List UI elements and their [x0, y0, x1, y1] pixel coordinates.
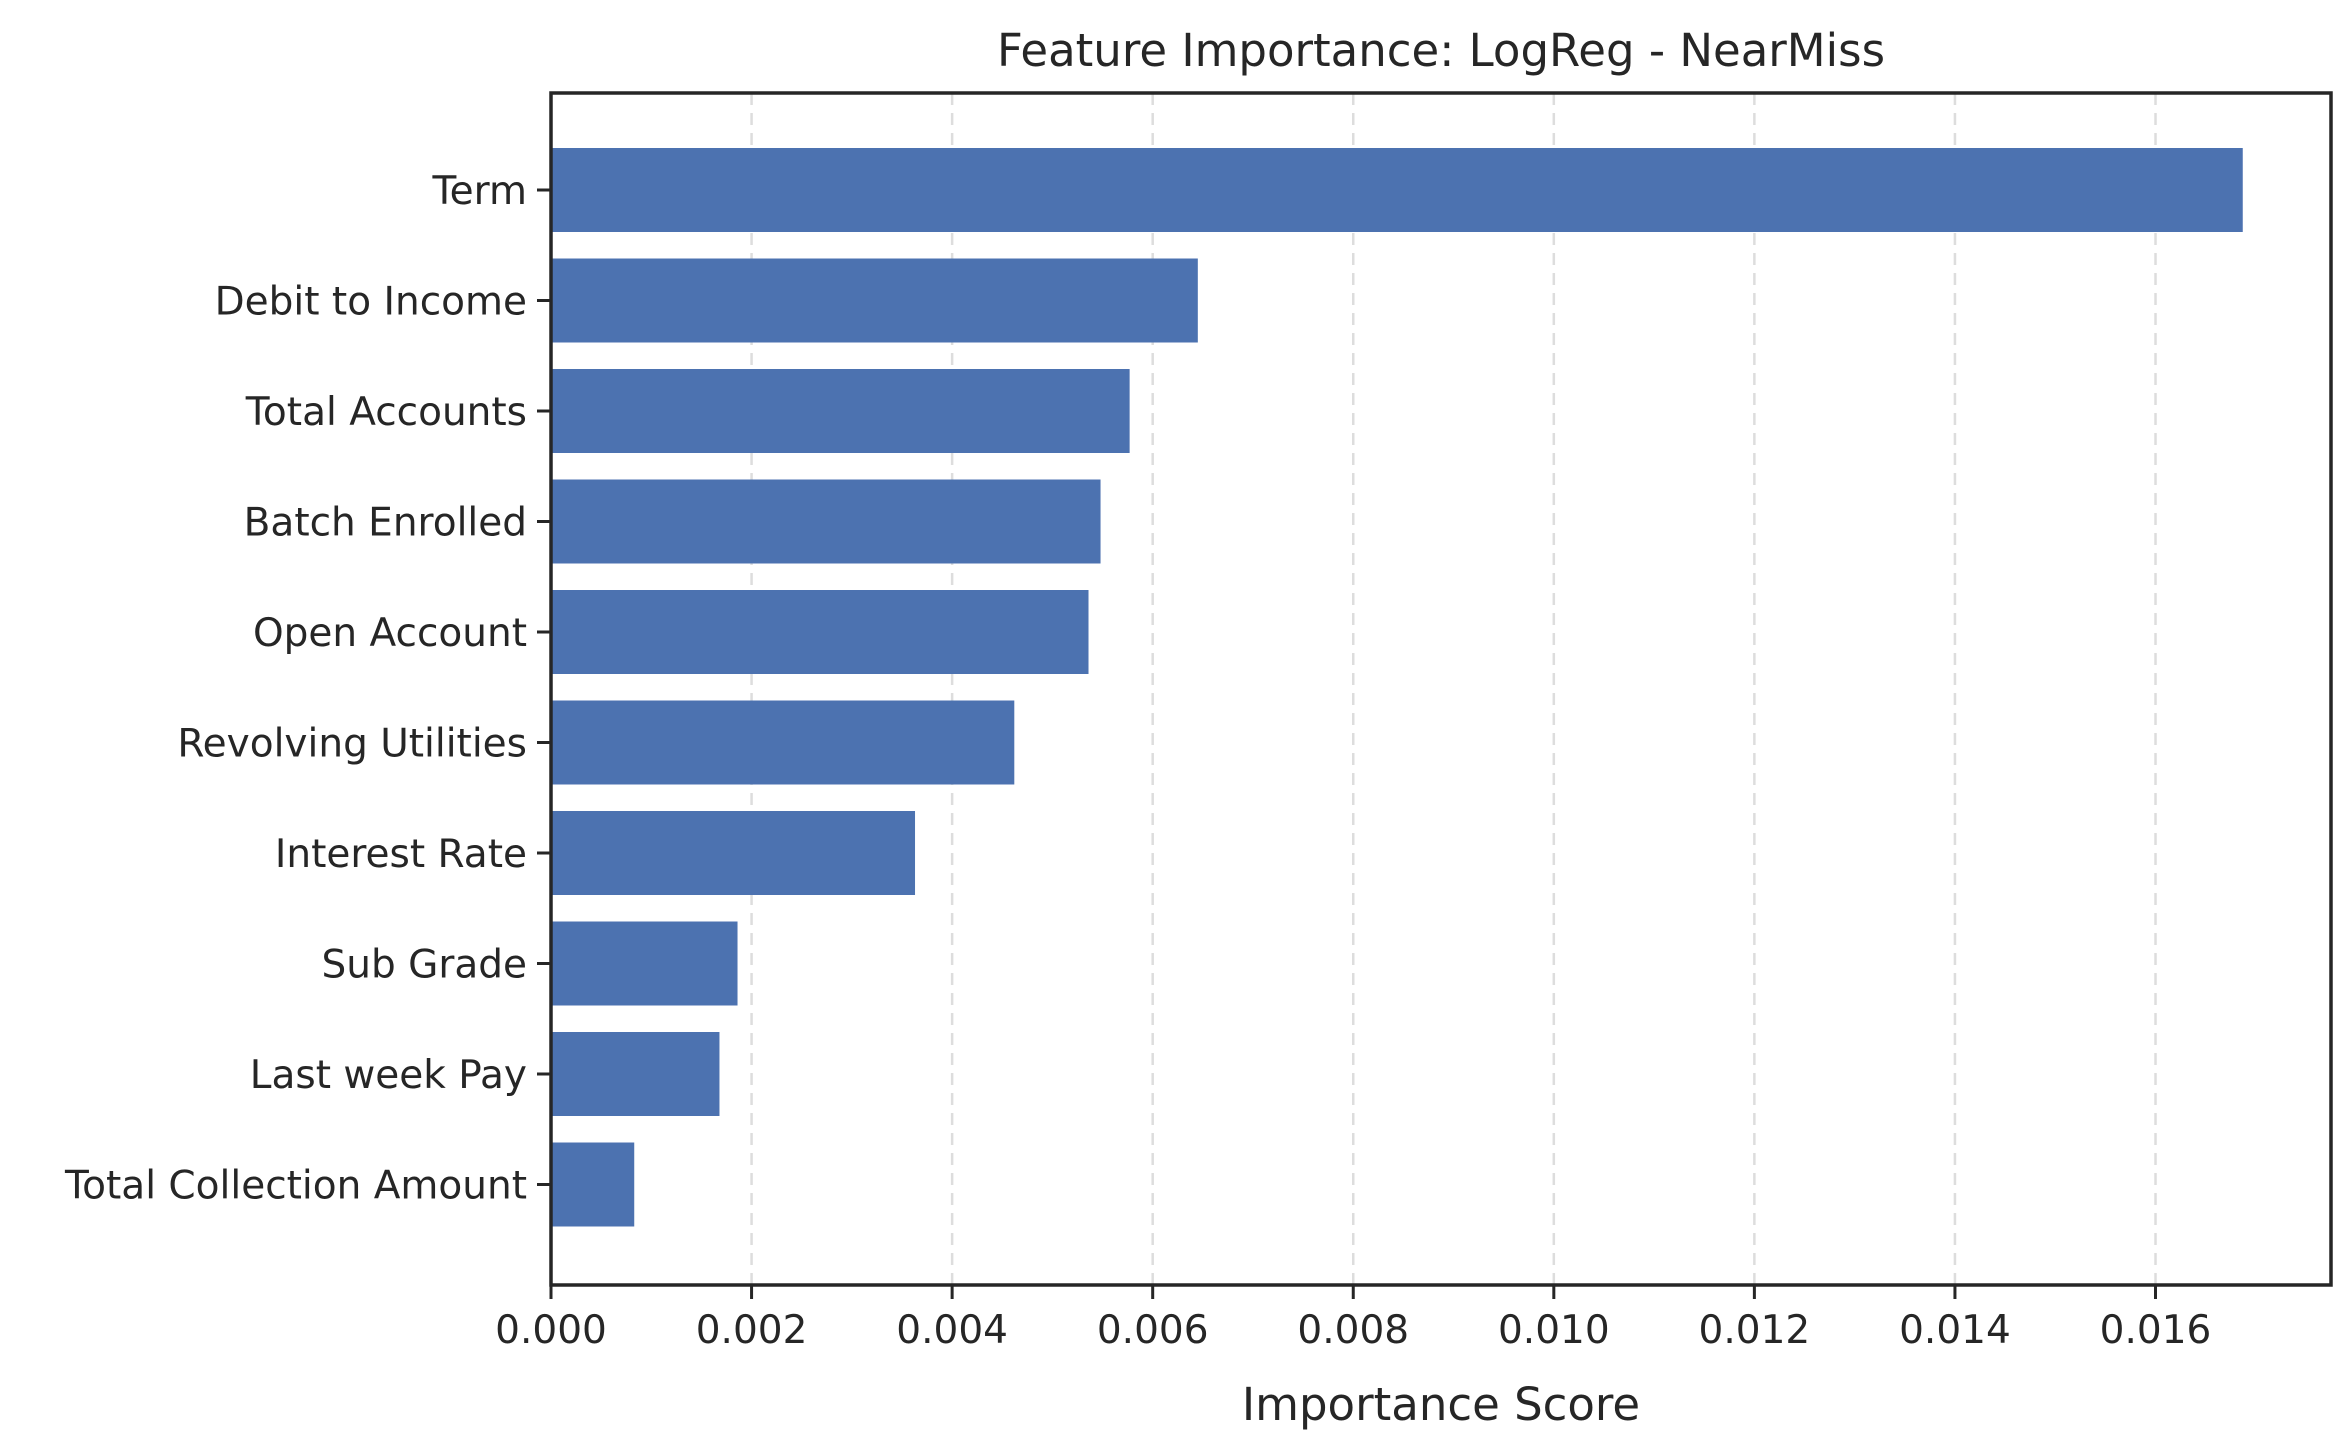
bar [551, 479, 1101, 564]
bar [551, 590, 1089, 674]
x-axis-ticks: 0.000 0.002 0.004 0.006 0.008 0.010 0.012 0.014… [495, 1285, 2211, 1353]
bar [551, 1142, 635, 1227]
y-tick-label: Revolving Utilities [177, 722, 527, 767]
bars [551, 148, 2243, 1227]
x-tick-label: 0.016 [2100, 1308, 2212, 1353]
plot-frame [549, 91, 2333, 1287]
bar [551, 258, 1198, 343]
bar [551, 148, 2243, 232]
y-axis-ticks: Term Debit to Income Total Accounts Batch E… [64, 169, 551, 1209]
y-tick-label: Last week Pay [250, 1053, 527, 1098]
x-tick-label: 0.006 [1097, 1308, 1209, 1353]
x-tick-label: 0.010 [1498, 1308, 1610, 1353]
x-tick-label: 0.012 [1699, 1308, 1811, 1353]
y-tick-label: Interest Rate [275, 832, 527, 877]
y-tick-label: Debit to Income [215, 280, 527, 325]
bar [551, 1032, 720, 1116]
bar [551, 700, 1015, 785]
x-tick-label: 0.000 [495, 1308, 607, 1353]
x-axis-title: Importance Score [1242, 1378, 1640, 1431]
x-tick-label: 0.014 [1899, 1308, 2011, 1353]
x-tick-label: 0.008 [1297, 1308, 1409, 1353]
y-tick-label: Open Account [253, 611, 527, 656]
bar [551, 369, 1130, 453]
bar [551, 811, 916, 895]
y-tick-label: Total Collection Amount [64, 1164, 527, 1209]
y-tick-label: Total Accounts [245, 390, 527, 435]
y-tick-label: Term [431, 169, 527, 214]
x-tick-label: 0.004 [896, 1308, 1008, 1353]
bar [551, 921, 738, 1006]
chart-title: Feature Importance: LogReg - NearMiss [997, 24, 1885, 77]
y-tick-label: Sub Grade [321, 943, 527, 988]
y-tick-label: Batch Enrolled [244, 501, 527, 546]
x-tick-label: 0.002 [696, 1308, 808, 1353]
